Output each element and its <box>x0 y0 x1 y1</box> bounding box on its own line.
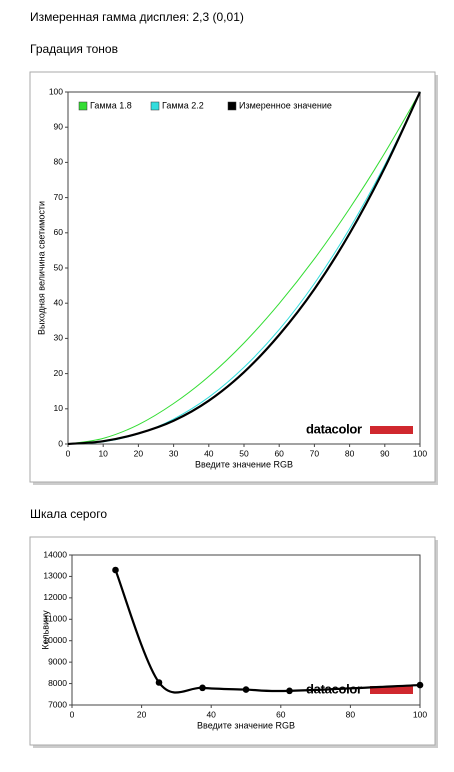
y-tick-label: 8000 <box>48 678 67 688</box>
y-axis-label: Кельвину <box>40 610 50 650</box>
x-tick-label: 20 <box>134 448 144 458</box>
legend-label: Гамма 1.8 <box>90 100 132 110</box>
x-tick-label: 10 <box>98 448 108 458</box>
logo-bar <box>370 686 413 694</box>
point <box>242 686 250 693</box>
y-tick-label: 40 <box>54 297 64 307</box>
x-tick-label: 80 <box>346 709 356 719</box>
point <box>112 566 119 574</box>
point <box>416 681 424 689</box>
y-tick-label: 12000 <box>43 592 67 602</box>
chart-title: Градация тонов <box>30 42 118 56</box>
plot-area <box>71 554 421 706</box>
series-line <box>67 91 421 446</box>
legend-swatch <box>227 101 237 111</box>
y-tick-label: 7000 <box>48 699 67 709</box>
x-tick-label: 60 <box>274 448 284 458</box>
x-tick-label: 90 <box>380 448 390 458</box>
x-axis-label: Введите значение RGB <box>197 720 295 730</box>
y-tick-label: 11000 <box>44 614 67 624</box>
x-tick-label: 100 <box>413 709 427 719</box>
x-axis-label: Введите значение RGB <box>195 459 293 469</box>
x-tick-label: 0 <box>70 709 75 719</box>
plot-area <box>67 91 421 445</box>
y-tick-label: 30 <box>54 333 64 343</box>
logo-bar <box>370 426 413 434</box>
y-tick-label: 50 <box>54 262 64 272</box>
x-tick-label: 60 <box>276 709 286 719</box>
y-tick-label: 20 <box>54 368 64 378</box>
y-tick-label: 70 <box>54 192 64 202</box>
point <box>286 687 293 695</box>
x-tick-label: 20 <box>137 709 147 719</box>
point <box>199 684 206 692</box>
x-tick-label: 30 <box>169 448 179 458</box>
x-tick-label: 0 <box>66 448 71 458</box>
y-axis-label: Выходная величина светимости <box>36 201 46 335</box>
series-line <box>114 569 421 694</box>
y-tick-label: 0 <box>58 438 63 448</box>
x-tick-label: 80 <box>345 448 355 458</box>
y-tick-label: 10 <box>54 403 64 413</box>
y-tick-label: 90 <box>54 121 64 131</box>
legend-label: Измеренное значение <box>239 100 332 110</box>
logo: datacolor <box>306 421 362 436</box>
y-tick-label: 60 <box>54 227 64 237</box>
y-tick-label: 10000 <box>43 635 67 645</box>
x-tick-label: 70 <box>310 448 320 458</box>
x-tick-label: 40 <box>206 709 216 719</box>
page-title: Измеренная гамма дисплея: 2,3 (0,01) <box>30 10 244 24</box>
x-tick-label: 50 <box>239 448 249 458</box>
y-tick-label: 100 <box>49 86 63 96</box>
x-tick-label: 40 <box>204 448 214 458</box>
y-tick-label: 14000 <box>43 549 67 559</box>
y-tick-label: 80 <box>54 157 64 167</box>
y-tick-label: 13000 <box>43 571 67 581</box>
x-tick-label: 100 <box>413 448 427 458</box>
chart-title: Шкала серого <box>30 507 107 521</box>
point <box>155 679 163 686</box>
legend-label: Гамма 2.2 <box>162 100 204 110</box>
series-line <box>67 91 421 445</box>
legend-swatch <box>150 101 160 111</box>
y-tick-label: 9000 <box>48 656 67 666</box>
legend-swatch <box>78 101 88 111</box>
